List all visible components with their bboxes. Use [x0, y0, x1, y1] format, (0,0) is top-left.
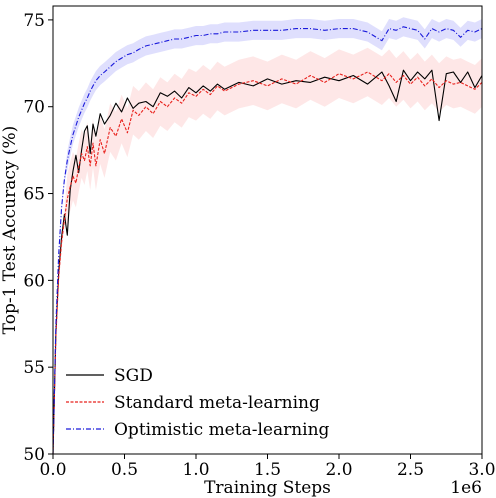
y-tick-label: 65: [23, 185, 45, 205]
y-axis-label: Top-1 Test Accuracy (%): [0, 126, 20, 335]
series-line-optimistic-meta-learning: [52, 26, 483, 455]
series-lines: [52, 26, 483, 455]
x-axis-label: Training Steps: [204, 478, 331, 498]
y-tick-label: 75: [23, 11, 45, 31]
x-tick-label: 0.0: [39, 460, 66, 480]
x-tick-label: 2.5: [397, 460, 424, 480]
legend-entry-label: SGD: [114, 366, 153, 386]
legend-entry-label: Optimistic meta-learning: [114, 420, 330, 440]
y-tick-label: 55: [23, 358, 45, 378]
x-axis-ticks: 0.0 0.5 1.0 1.5 2.0 2.5 3.0: [39, 454, 496, 480]
x-offset-label: 1e6: [450, 478, 482, 498]
x-tick-label: 1.5: [254, 460, 281, 480]
variance-bands: [53, 17, 482, 455]
series-line-standard-meta-learning: [52, 71, 483, 455]
x-tick-label: 1.0: [182, 460, 209, 480]
x-tick-label: 2.0: [325, 460, 352, 480]
y-tick-label: 50: [23, 445, 45, 465]
x-tick-label: 0.5: [111, 460, 138, 480]
variance-band-standard-meta-learning: [53, 47, 482, 454]
legend-entry-label: Standard meta-learning: [114, 393, 320, 413]
x-tick-label: 3.0: [468, 460, 495, 480]
y-tick-label: 70: [23, 98, 45, 118]
series-line-sgd: [52, 69, 483, 455]
y-axis-ticks: 50 55 60 65 70 75: [23, 11, 53, 465]
y-tick-label: 60: [23, 271, 45, 291]
legend: SGD Standard meta-learning Optimistic meta…: [66, 366, 330, 440]
